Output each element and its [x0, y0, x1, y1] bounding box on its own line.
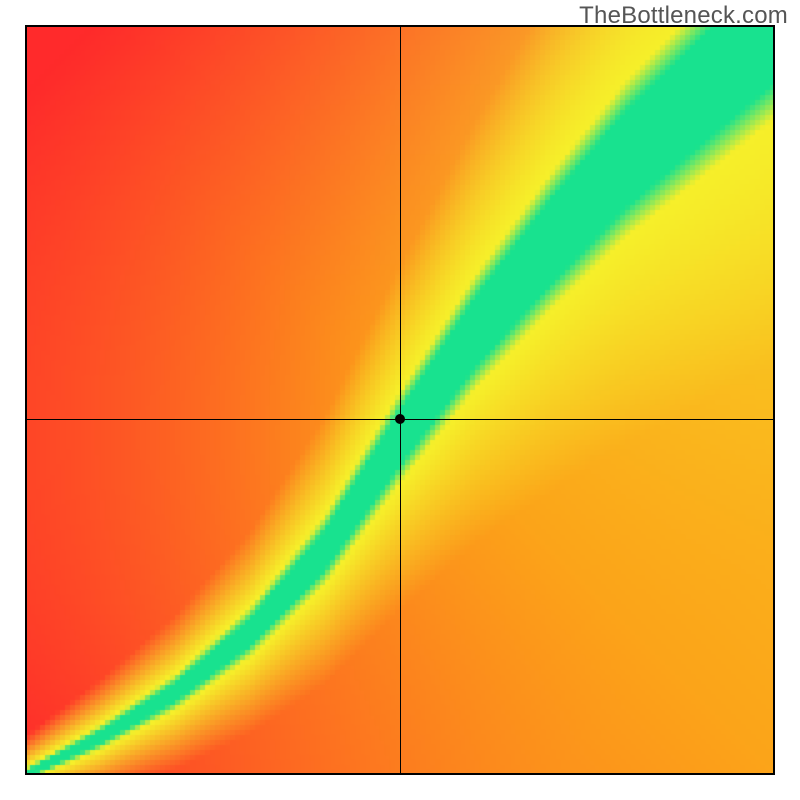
crosshair-marker [395, 414, 405, 424]
chart-container: TheBottleneck.com [0, 0, 800, 800]
watermark-text: TheBottleneck.com [579, 2, 788, 30]
crosshair-vertical [400, 25, 401, 775]
